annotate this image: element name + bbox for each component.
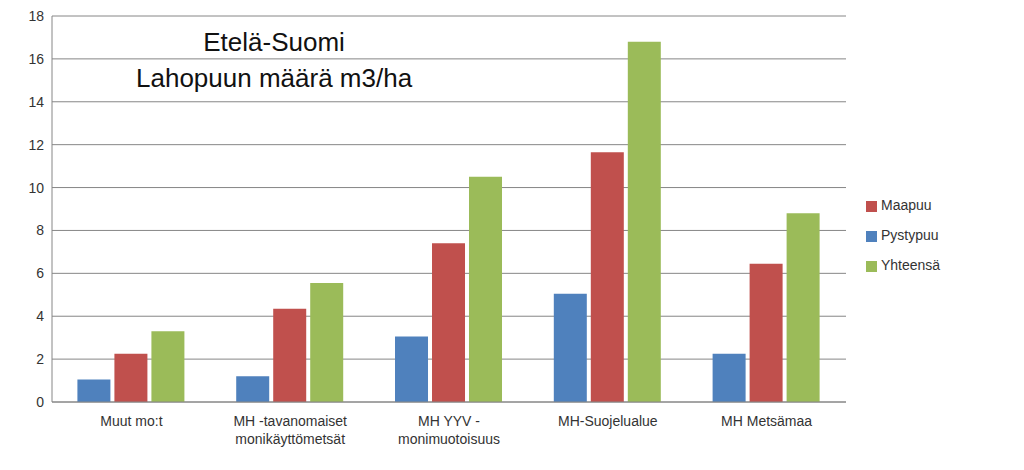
svg-text:MH Metsämaa: MH Metsämaa: [721, 413, 812, 429]
svg-text:MH-Suojelualue: MH-Suojelualue: [558, 413, 658, 429]
svg-text:10: 10: [28, 180, 44, 196]
svg-text:18: 18: [28, 8, 44, 24]
svg-text:12: 12: [28, 137, 44, 153]
html-text:Etelä-Suomi: Etelä-Suomi: [203, 27, 345, 57]
svg-text:MH -tavanomaisetmonikäyttömets: MH -tavanomaisetmonikäyttömetsät: [233, 413, 347, 447]
svg-text:16: 16: [28, 51, 44, 67]
html-text:Pystypuu: Pystypuu: [881, 227, 939, 243]
svg-text:4: 4: [36, 308, 44, 324]
html-text:Maapuu: Maapuu: [881, 197, 932, 213]
svg-text:6: 6: [36, 265, 44, 281]
svg-text:Muut mo:t: Muut mo:t: [100, 413, 162, 429]
svg-text:MH YYV -monimuotoisuus: MH YYV -monimuotoisuus: [398, 413, 500, 447]
svg-text:14: 14: [28, 94, 44, 110]
html-text:Lahopuun määrä m3/ha: Lahopuun määrä m3/ha: [136, 63, 413, 93]
svg-text:8: 8: [36, 222, 44, 238]
html-text:Yhteensä: Yhteensä: [881, 257, 941, 273]
svg-text:2: 2: [36, 351, 44, 367]
svg-text:0: 0: [36, 394, 44, 410]
